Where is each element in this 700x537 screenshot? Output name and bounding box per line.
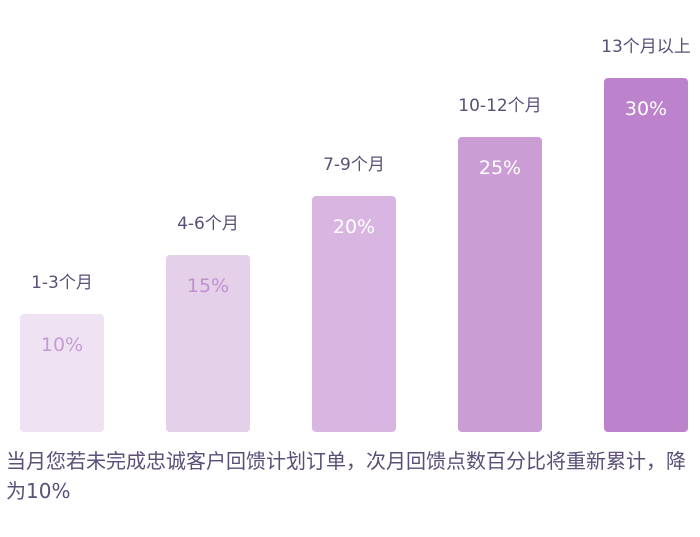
bar-value-label-1: 10% (41, 334, 83, 356)
bar-value-label-5: 30% (625, 98, 667, 120)
bar-3 (312, 196, 396, 432)
bar-chart: 10% 1-3个月 15% 4-6个月 20% 7-9个月 25% 10-12个月 30% 13个… (20, 37, 691, 432)
bar-4 (458, 137, 542, 432)
bar-value-label-2: 15% (187, 275, 229, 297)
category-label-4: 10-12个月 (458, 96, 541, 116)
category-label-1: 1-3个月 (31, 273, 93, 293)
bar-2 (166, 255, 250, 432)
category-label-2: 4-6个月 (177, 214, 239, 234)
category-label-3: 7-9个月 (323, 155, 385, 175)
bar-value-label-3: 20% (333, 216, 375, 238)
category-label-5: 13个月以上 (601, 37, 691, 57)
bar-5 (604, 78, 688, 432)
footnote-text: 当月您若未完成忠诚客户回馈计划订单，次月回馈点数百分比将重新累计，降为10% (6, 449, 686, 503)
bar-1 (20, 314, 104, 432)
bar-value-label-4: 25% (479, 157, 521, 179)
